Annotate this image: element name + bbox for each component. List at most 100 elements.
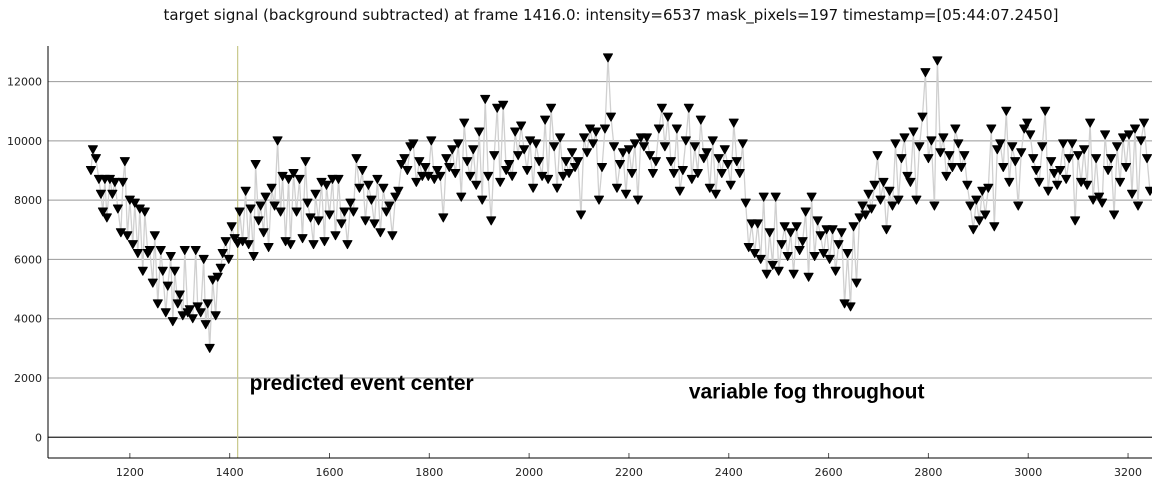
data-point-marker [695,115,706,125]
data-point-marker [923,154,934,164]
data-point-marker [204,343,215,353]
data-point-marker [438,213,449,223]
x-tick-label: 2800 [914,466,942,479]
data-point-marker [1061,174,1072,184]
data-point-marker [758,192,769,202]
data-point-marker [149,231,160,241]
data-point-marker [179,246,190,256]
data-point-marker [716,168,727,178]
data-point-marker [492,103,503,113]
data-point-marker [1007,142,1018,152]
data-point-marker [1025,130,1036,140]
x-tick-label: 1800 [415,466,443,479]
data-point-marker [570,163,581,173]
data-point-marker [665,157,676,167]
data-point-marker [495,177,506,187]
data-point-marker [202,299,213,309]
data-point-marker [266,183,277,193]
data-point-marker [543,174,554,184]
data-point-marker [157,266,168,276]
data-point-marker [561,157,572,167]
data-point-marker [929,201,940,211]
data-point-marker [701,148,712,158]
data-point-marker [824,254,835,264]
data-point-marker [935,148,946,158]
data-point-marker [504,160,515,170]
data-point-marker [1070,216,1081,226]
data-point-marker [333,174,344,184]
data-point-marker [291,207,302,217]
data-point-marker [992,145,1003,155]
data-point-marker [308,240,319,250]
data-point-marker [501,165,512,175]
data-point-marker [462,157,473,167]
data-point-marker [471,180,482,190]
data-point-marker [608,142,619,152]
x-tick-label: 3000 [1014,466,1042,479]
data-point-marker [378,183,389,193]
data-point-marker [842,248,853,258]
data-point-marker [680,136,691,146]
data-point-marker [444,163,455,173]
data-point-marker [662,112,673,122]
data-point-marker [107,189,118,199]
data-point-marker [567,148,578,158]
data-point-marker [172,299,183,309]
data-point-marker [513,151,524,161]
data-point-marker [779,222,790,232]
data-point-marker [626,168,637,178]
data-point-marker [614,160,625,170]
x-tick-label: 1200 [116,466,144,479]
data-point-marker [248,251,259,261]
data-point-marker [1100,130,1111,140]
data-point-marker [851,278,862,288]
data-point-marker [707,136,718,146]
data-point-marker [117,177,128,187]
data-point-marker [258,228,269,238]
data-point-marker [345,198,356,208]
data-point-marker [245,204,256,214]
y-tick-label: 0 [35,431,42,444]
data-point-marker [1064,154,1075,164]
data-point-marker [217,248,228,258]
data-point-marker [596,163,607,173]
data-point-marker [390,192,401,202]
data-point-marker [240,186,251,196]
data-point-marker [283,174,294,184]
data-point-marker [1004,177,1015,187]
data-point-marker [1052,180,1063,190]
data-point-marker [459,118,470,128]
data-point-marker [207,275,218,285]
data-point-marker [668,168,679,178]
data-point-marker [348,207,359,217]
data-point-marker [965,201,976,211]
data-point-marker [848,222,859,232]
data-point-marker [902,171,913,181]
data-point-marker [659,142,670,152]
data-point-marker [959,151,970,161]
annotation-variable-fog: variable fog throughout [689,381,925,404]
data-point-marker [803,272,814,282]
x-tick-label: 1400 [216,466,244,479]
data-point-marker [1085,118,1096,128]
data-point-marker [187,314,198,324]
data-point-marker [1019,124,1030,134]
data-point-marker [1088,195,1099,205]
data-point-marker [1067,139,1078,149]
data-point-marker [223,254,234,264]
data-point-marker [384,201,395,211]
data-point-marker [818,248,829,258]
data-point-marker [112,204,123,214]
data-point-marker [605,112,616,122]
data-point-marker [1040,106,1051,116]
data-point-marker [857,201,868,211]
data-point-marker [200,320,211,330]
data-point-marker [698,154,709,164]
data-point-marker [791,222,802,232]
data-point-marker [313,216,324,226]
data-point-marker [953,139,964,149]
data-point-marker [752,219,763,229]
data-point-marker [920,68,931,78]
data-point-marker [486,216,497,226]
data-point-marker [1094,192,1105,202]
